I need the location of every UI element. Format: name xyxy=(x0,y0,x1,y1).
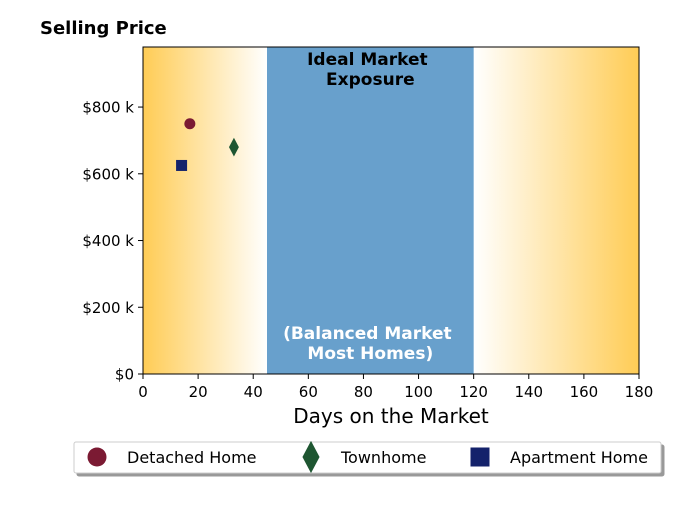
plot-frame xyxy=(142,46,640,375)
band-label-bottom-line-1: (Balanced Market xyxy=(283,324,452,344)
y-tick-label: $200 k xyxy=(82,299,134,317)
apartment-home-point xyxy=(176,159,188,171)
legend: Detached Home Townhome Apartment Home xyxy=(73,440,662,474)
y-tick-label: $400 k xyxy=(82,232,134,250)
townhome-legend-marker xyxy=(302,440,320,474)
x-tick-label: 80 xyxy=(354,383,373,401)
x-tick-label: 100 xyxy=(404,383,433,401)
y-tick-label: $800 k xyxy=(82,99,134,117)
right-gradient-region xyxy=(473,47,639,374)
apartment-home-legend-label: Apartment Home xyxy=(510,448,648,467)
y-axis-title: Selling Price xyxy=(40,18,167,39)
y-tick-label: $600 k xyxy=(82,165,134,183)
y-tick-label: $0 xyxy=(115,366,134,384)
band-label-top: Ideal Market Exposure xyxy=(307,50,433,90)
x-tick-label: 40 xyxy=(244,383,263,401)
townhome-point xyxy=(228,137,239,157)
x-tick-label: 0 xyxy=(138,383,148,401)
x-tick-label: 160 xyxy=(570,383,599,401)
x-tick-label: 140 xyxy=(514,383,543,401)
x-tick-label: 180 xyxy=(625,383,654,401)
band-label-top-line-1: Ideal Market xyxy=(307,50,428,70)
detached-home-legend-label: Detached Home xyxy=(127,448,257,467)
x-tick-label: 120 xyxy=(459,383,488,401)
apartment-home-legend-marker xyxy=(470,447,490,467)
x-tick-label: 60 xyxy=(299,383,318,401)
plot-background xyxy=(143,47,639,374)
detached-home-point xyxy=(184,118,196,130)
band-label-bottom-line-2: Most Homes) xyxy=(307,344,433,364)
left-gradient-region xyxy=(143,47,267,374)
townhome-legend-label: Townhome xyxy=(340,448,426,467)
x-tick-label: 20 xyxy=(189,383,208,401)
x-axis-title: Days on the Market xyxy=(293,404,489,428)
band-label-top-line-2: Exposure xyxy=(326,70,415,90)
y-axis: $0 $200 k $400 k $600 k $800 k xyxy=(82,99,143,384)
data-points xyxy=(176,118,239,171)
ideal-exposure-band xyxy=(267,47,474,374)
legend-box xyxy=(73,441,662,474)
band-label-bottom: (Balanced Market Most Homes) xyxy=(283,324,458,364)
x-axis: 0 20 40 60 80 100 120 140 160 180 xyxy=(138,374,653,401)
detached-home-legend-marker xyxy=(87,447,107,467)
